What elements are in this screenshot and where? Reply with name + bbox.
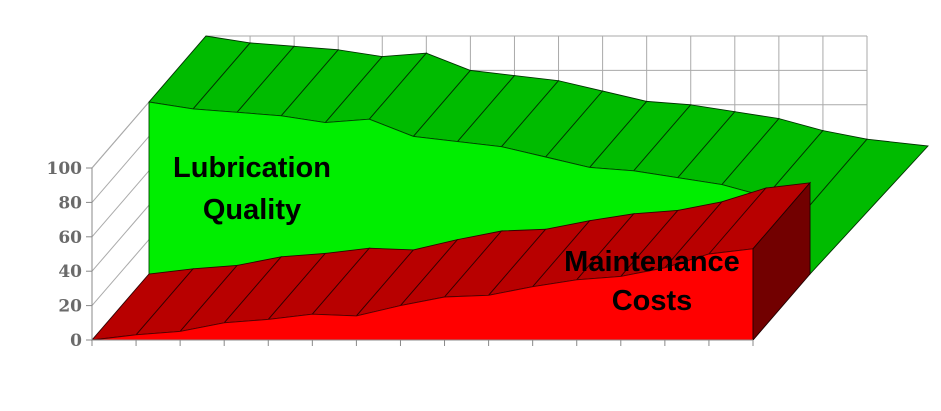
y-axis: 0 20 40 60 80 100 <box>47 159 754 351</box>
y-tick-label: 40 <box>58 262 82 282</box>
y-tick-label: 100 <box>47 159 83 179</box>
y-tick-label: 80 <box>58 193 82 213</box>
maintenance-costs-side-face <box>752 181 811 342</box>
lubrication-quality-label: Lubrication <box>173 152 331 184</box>
y-tick-label: 60 <box>58 228 82 248</box>
y-tick-label: 0 <box>70 331 82 351</box>
maintenance-costs-label: Maintenance <box>564 246 740 278</box>
maintenance-costs-front-face <box>91 248 754 341</box>
series-labels: Lubrication Quality Maintenance Costs <box>173 152 740 317</box>
maintenance-costs-layer <box>90 181 812 342</box>
maintenance-costs-label: Costs <box>612 285 693 317</box>
lubrication-quality-label: Quality <box>203 194 301 226</box>
y-tick-label: 20 <box>58 297 82 317</box>
